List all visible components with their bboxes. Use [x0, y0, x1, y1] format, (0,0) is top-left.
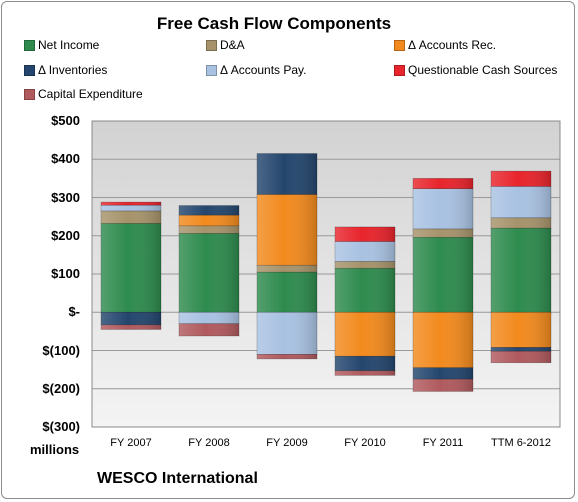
legend-swatch [24, 88, 35, 100]
legend-label: Capital Expenditure [38, 87, 143, 101]
bar-segment [178, 214, 240, 227]
bar-segment [334, 261, 396, 269]
y-tick-label: $(100) [42, 342, 80, 358]
legend-item: Δ Accounts Pay. [206, 63, 307, 77]
bar-segment [334, 267, 396, 313]
bar-segment [100, 204, 162, 212]
x-tick-label: FY 2008 [188, 437, 230, 449]
y-tick-label: $(300) [42, 419, 80, 434]
bar-segment [412, 236, 474, 313]
legend-label: Net Income [38, 38, 100, 52]
legend-item: Capital Expenditure [24, 87, 143, 101]
bar-segment [256, 354, 318, 360]
bar-segment [178, 225, 240, 234]
legend-swatch [394, 39, 405, 51]
y-tick-label: $300 [51, 189, 80, 205]
bar-segment [412, 188, 474, 230]
legend-label: Questionable Cash Sources [408, 63, 558, 77]
bar-segment [490, 170, 552, 187]
bar-segment [412, 228, 474, 238]
legend-swatch [206, 64, 217, 76]
bar-segment [412, 311, 474, 369]
bar-segment [490, 350, 552, 364]
legend-swatch [206, 39, 217, 51]
bar-segment [256, 153, 318, 195]
bar-segment [178, 205, 240, 216]
legend-label: D&A [220, 38, 245, 52]
company-name: WESCO International [97, 470, 258, 487]
units-label: millions [30, 442, 80, 457]
x-tick-label: FY 2011 [422, 437, 464, 449]
x-tick-label: FY 2007 [110, 437, 152, 449]
legend-label: Δ Inventories [38, 63, 108, 77]
x-tick-label: FY 2010 [344, 437, 386, 449]
bar-segment [256, 194, 318, 266]
bar-segment [334, 370, 396, 376]
bar-segment [490, 347, 552, 352]
legend-label: Δ Accounts Rec. [408, 38, 497, 52]
bar-segment [256, 264, 318, 273]
bar-segment [490, 186, 552, 219]
y-tick-label: $(200) [42, 380, 80, 396]
bar-segment [100, 311, 162, 326]
bar-segment [334, 311, 396, 357]
y-tick-label: $500 [51, 113, 80, 128]
legend-item: Questionable Cash Sources [394, 63, 557, 77]
legend-swatch [24, 64, 35, 76]
bar-segment [178, 233, 240, 313]
bar-segment [490, 227, 552, 313]
bar-segment [100, 201, 162, 206]
bar-segment [334, 226, 396, 242]
bar-segment [100, 223, 162, 313]
bar-segment [412, 178, 474, 190]
x-tick-label: TTM 6-2012 [491, 437, 551, 449]
y-tick-label: $- [68, 304, 80, 320]
legend-item: Δ Inventories [24, 63, 107, 77]
bar-segment [490, 217, 552, 229]
bar-segment [178, 311, 240, 325]
legend-swatch [394, 64, 405, 76]
legend-swatch [24, 39, 35, 51]
bar-segment [334, 355, 396, 372]
y-tick-label: $200 [51, 227, 80, 243]
bar-segment [490, 311, 552, 348]
legend-label: Δ Accounts Pay. [220, 63, 307, 77]
legend-item: Net Income [24, 38, 99, 52]
y-tick-label: $400 [51, 151, 80, 167]
plot-border [91, 120, 561, 428]
chart-title: Free Cash Flow Components [156, 14, 392, 33]
bar-segment [256, 311, 318, 355]
bar-segment [178, 323, 240, 337]
bar-segment [412, 367, 474, 380]
legend-item: Δ Accounts Rec. [394, 38, 496, 52]
y-tick-label: $100 [51, 266, 80, 281]
x-tick-label: FY 2009 [266, 437, 308, 449]
bar-segment [334, 241, 396, 262]
bar-segment [412, 378, 474, 392]
legend-item: D&A [206, 38, 245, 52]
bar-segment [100, 210, 162, 224]
bar-segment [100, 324, 162, 330]
bar-segment [256, 271, 318, 313]
